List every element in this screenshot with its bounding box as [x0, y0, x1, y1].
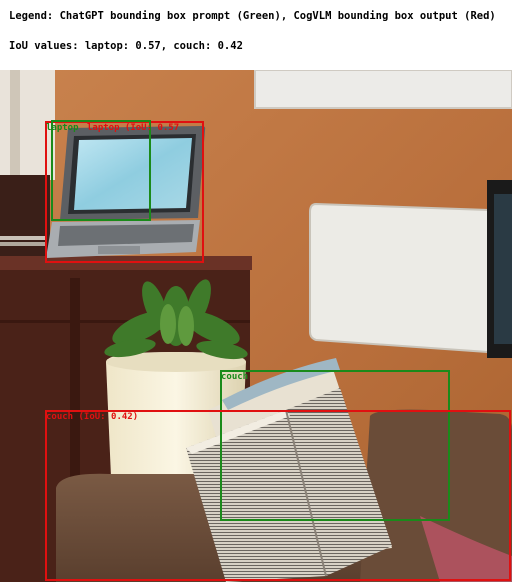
laptop-prompt-label: laptop: [46, 123, 79, 133]
wall-panel: [309, 202, 489, 354]
couch-output-box: [45, 410, 511, 581]
legend-text: Legend: ChatGPT bounding box prompt (Gre…: [9, 10, 496, 22]
couch-prompt-box: [220, 370, 450, 521]
scene-image: laptop laptop (IoU: 0.57 couch couch (Io…: [0, 70, 512, 582]
iou-values-text: IoU values: laptop: 0.57, couch: 0.42: [9, 40, 243, 52]
laptop-output-label: laptop (IoU: 0.57: [87, 123, 179, 133]
wall-picture-top: [254, 70, 512, 109]
open-book: [186, 358, 392, 582]
laptop: [46, 126, 206, 258]
couch-prompt-label: couch: [221, 372, 248, 382]
couch-output-label: couch (IoU: 0.42): [46, 412, 138, 422]
legend-caption: Legend: ChatGPT bounding box prompt (Gre…: [0, 0, 512, 70]
laptop-prompt-box: [51, 120, 151, 221]
